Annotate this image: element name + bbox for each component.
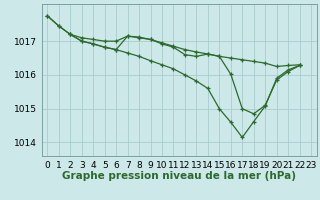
X-axis label: Graphe pression niveau de la mer (hPa): Graphe pression niveau de la mer (hPa) <box>62 171 296 181</box>
